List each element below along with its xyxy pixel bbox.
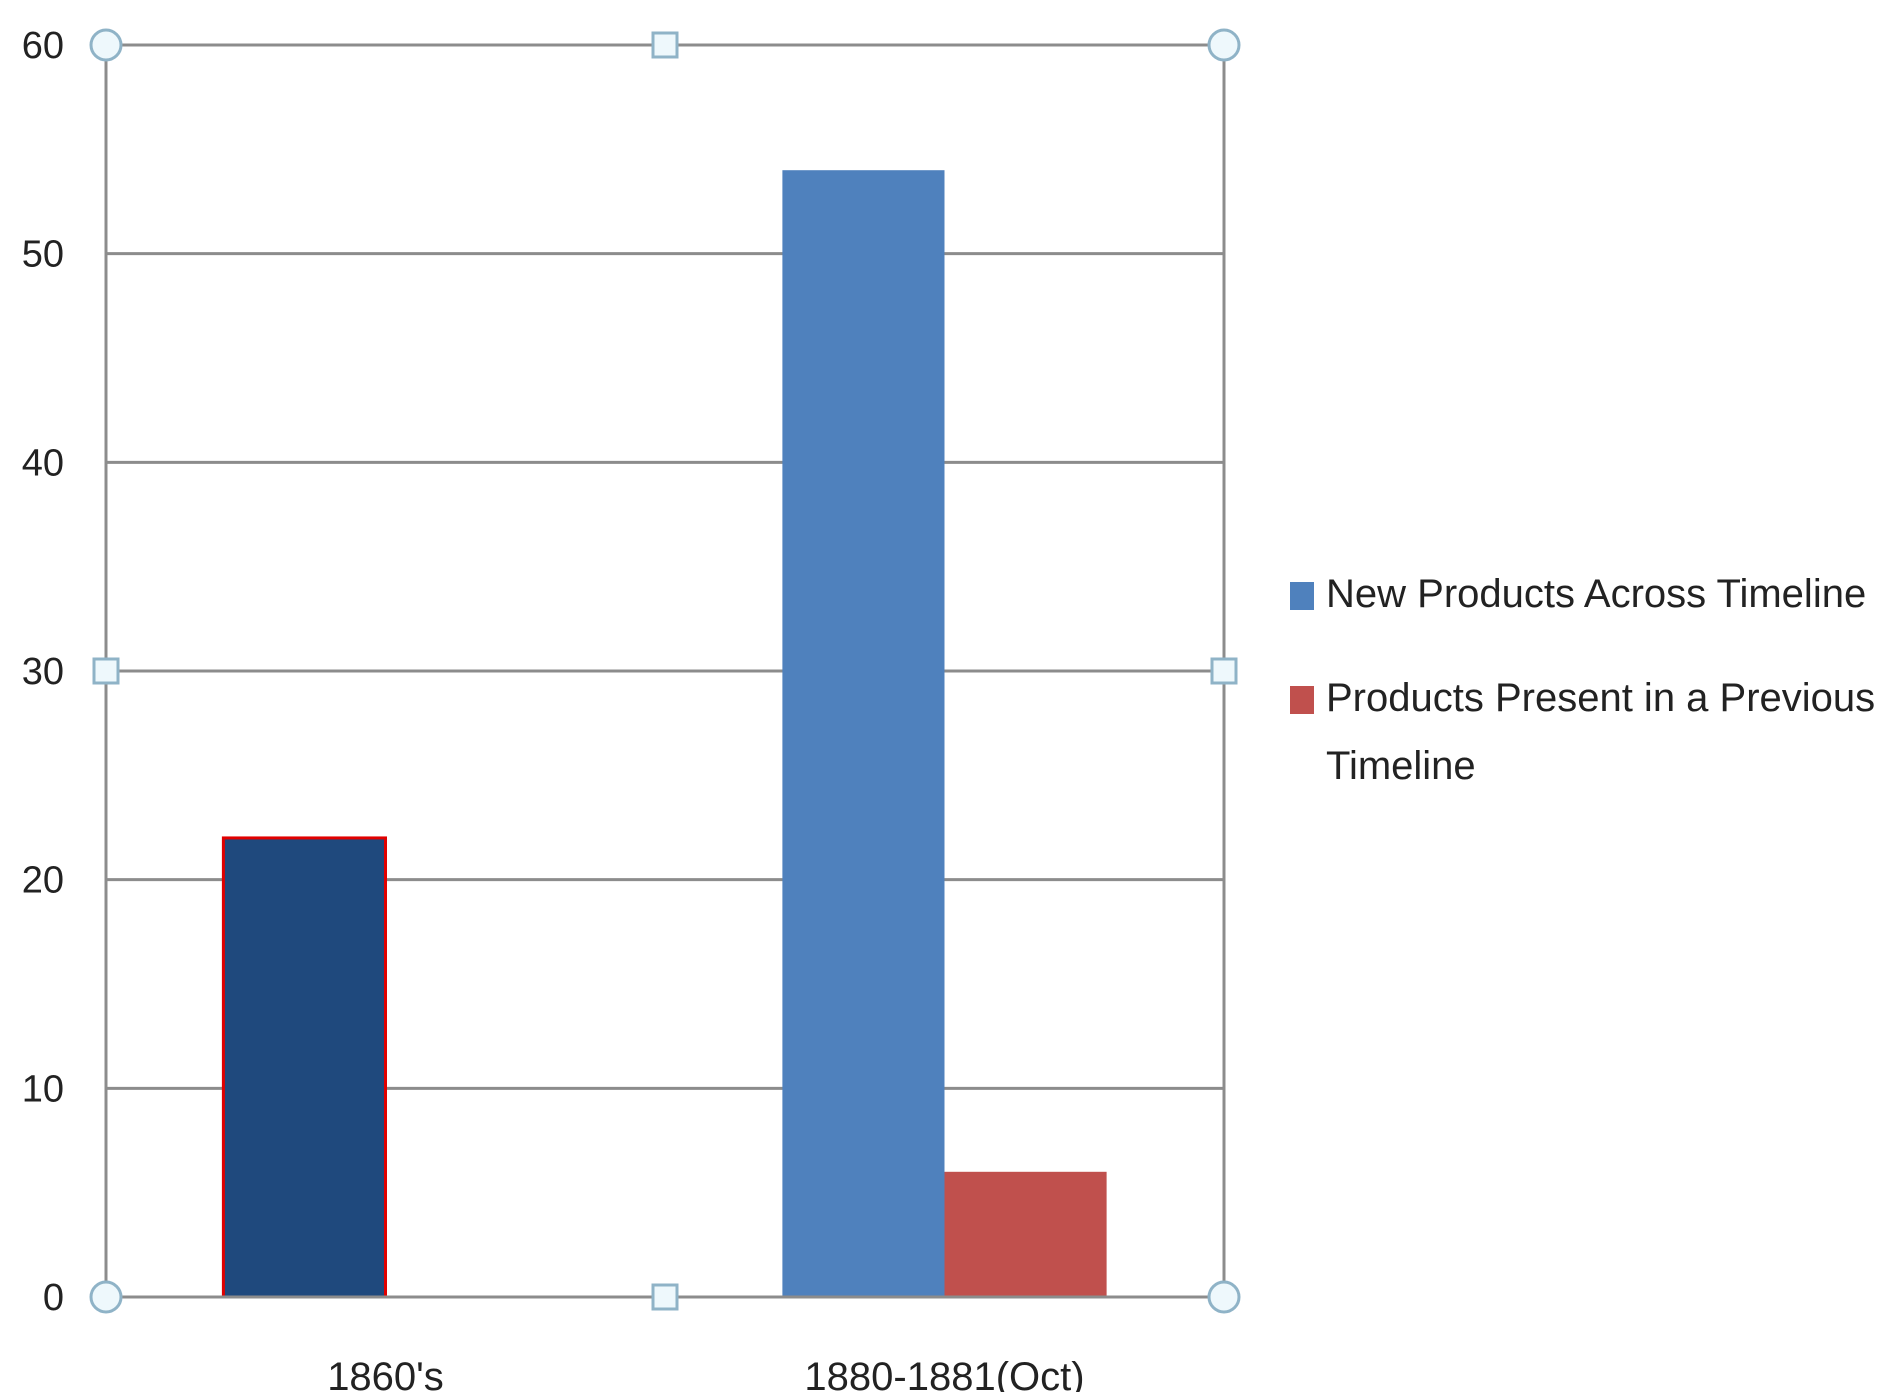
bars — [221, 170, 1107, 1299]
legend: New Products Across Timeline Products Pr… — [1290, 560, 1882, 836]
bar-new-products-2 — [782, 170, 945, 1298]
y-tick-label: 0 — [43, 1277, 64, 1319]
corner-resize-handle[interactable] — [1207, 1280, 1241, 1314]
legend-item-previous-products: Products Present in a Previous Timeline — [1290, 664, 1882, 800]
legend-label-new-products: New Products Across Timeline — [1326, 572, 1867, 616]
y-tick-label: 60 — [22, 25, 64, 67]
edge-resize-handle[interactable] — [92, 657, 120, 685]
y-tick-label: 50 — [22, 234, 64, 276]
edge-resize-handle[interactable] — [1210, 657, 1238, 685]
edge-resize-handle[interactable] — [651, 1283, 679, 1311]
y-tick-label: 20 — [22, 860, 64, 902]
legend-swatch-previous-products — [1290, 686, 1314, 714]
bar-previous-products-2 — [944, 1171, 1107, 1297]
corner-resize-handle[interactable] — [89, 1280, 123, 1314]
legend-swatch-new-products — [1290, 582, 1314, 610]
legend-label-previous-products: Products Present in a Previous Timeline — [1326, 676, 1876, 788]
corner-resize-handle[interactable] — [89, 28, 123, 62]
x-tick-label: 1880-1881(Oct) — [804, 1355, 1084, 1392]
selection-handles[interactable] — [89, 28, 1241, 1314]
y-tick-label: 10 — [22, 1068, 64, 1110]
x-tick-label: 1860's — [327, 1355, 444, 1392]
bar-new-products-1 — [221, 836, 387, 1299]
legend-item-new-products: New Products Across Timeline — [1290, 560, 1882, 628]
y-tick-label: 30 — [22, 651, 64, 693]
corner-resize-handle[interactable] — [1207, 28, 1241, 62]
edge-resize-handle[interactable] — [651, 31, 679, 59]
labels: 0 10 20 30 40 50 60 1860's 1880-1881(Oct) — [22, 25, 1085, 1392]
y-tick-label: 40 — [22, 442, 64, 484]
